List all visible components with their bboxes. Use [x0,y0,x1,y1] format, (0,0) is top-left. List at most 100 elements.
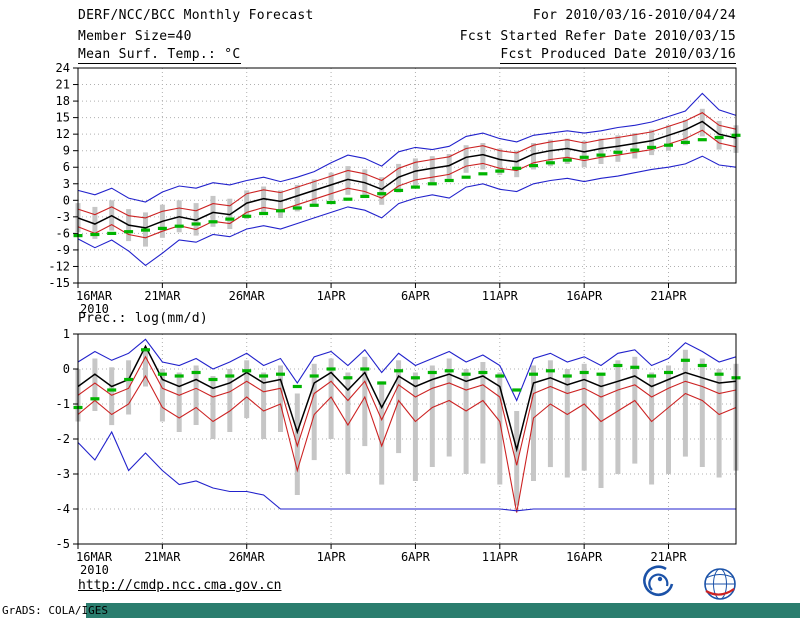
x-tick-label: 21APR [650,550,687,564]
ensemble-spread-bar [666,365,671,474]
precip-chart-title: Prec.: log(mm/d) [78,311,209,326]
bcc-logo-dot [657,576,663,582]
ensemble-spread-bar [463,145,469,173]
forecast-period: For 2010/03/16-2010/04/24 [532,8,736,23]
ensemble-spread-bar [244,190,250,220]
ensemble-spread-bar [294,184,300,212]
ensemble-spread-bar [311,363,317,461]
ensemble-spread-bar [328,172,334,201]
x-tick-label: 6APR [401,550,431,564]
ensemble-spread-bar [261,372,267,439]
ensemble-spread-bar [716,120,722,150]
x-tick-label: 21APR [650,289,687,303]
y-tick-label: -12 [48,260,70,274]
ensemble-spread-bar [497,148,503,175]
ensemble-spread-bar [615,135,621,162]
y-tick-label: -6 [56,226,70,240]
x-tick-label: 21MAR [144,289,181,303]
series-lower-quartile [77,129,737,239]
ensemble-spread-bar [581,140,587,168]
ensemble-spread-bar [159,369,165,422]
ensemble-spread-bar [531,143,536,170]
member-size-label: Member Size=40 [78,29,192,44]
ensemble-spread-bar [632,133,638,159]
ensemble-spread-bar [480,362,486,464]
ensemble-spread-bar [362,356,368,447]
grads-window-bar [86,603,800,618]
y-tick-label: 0 [63,362,70,376]
x-tick-label: 16APR [566,289,603,303]
ensemble-spread-bar [564,138,570,164]
ensemble-spread-bar [210,376,216,439]
y-tick-label: 1 [63,327,70,341]
ensemble-spread-bar [514,411,520,506]
ensemble-spread-bar [446,154,452,182]
ensemble-spread-bar [497,372,503,485]
x-tick-label: 11APR [482,550,519,564]
grads-credit: GrADS: COLA/IGES [2,604,108,617]
series-ensemble-min [77,430,736,512]
ensemble-spread-bar [311,179,317,206]
ensemble-spread-bar [598,138,604,164]
ensemble-spread-bar [278,365,283,432]
y-tick-label: -3 [56,210,70,224]
y-tick-label: -1 [56,397,70,411]
report-title: DERF/NCC/BCC Monthly Forecast [78,8,314,23]
y-tick-label: 0 [63,193,70,207]
ncc-logo [704,568,736,600]
y-tick-label: -3 [56,467,70,481]
ensemble-spread-bar [463,369,469,474]
ensemble-spread-bar [345,372,351,474]
ensemble-spread-bar [446,358,452,457]
ensemble-spread-bar [92,206,98,239]
ensemble-spread-bar [176,372,182,432]
series-lower-quartile [77,374,737,513]
y-tick-label: 18 [56,94,70,108]
y-tick-label: 15 [56,111,70,125]
x-tick-label: 26MAR [229,550,266,564]
y-tick-label: 9 [63,144,70,158]
ensemble-spread-bar [649,372,655,485]
series-upper-quartile [77,355,737,466]
ensemble-spread-bar [547,139,553,167]
plot-border [77,67,737,284]
ncc-red-swoosh [705,588,735,596]
series-ensemble-mean [77,344,737,453]
x-axis-year-label: 2010 [80,563,109,577]
ensemble-spread-bar [514,150,520,178]
ensemble-spread-bar [480,143,486,170]
x-tick-label: 26MAR [229,289,266,303]
ensemble-spread-bar [261,186,267,215]
ensemble-spread-bar [396,163,402,193]
series-ensemble-max [77,338,737,402]
y-tick-label: -4 [56,502,70,516]
ensemble-spread-bar [699,108,705,137]
series-ensemble-min [77,155,737,267]
x-tick-label: 11APR [482,289,519,303]
series-ensemble-max [77,92,737,203]
ensemble-spread-bar [227,369,233,432]
x-tick-label: 16APR [566,550,603,564]
series-ensemble-mean [77,120,737,229]
ensemble-spread-bar [564,369,570,478]
ensemble-spread-bar [632,356,638,464]
ensemble-spread-bar [682,119,688,146]
temperature-chart: -15 -12 -9 -6 -3 0 3 6 9 12 15 18 21 24 16MAR 21MAR 26MA… [48,61,741,316]
temp-chart-title: Mean Surf. Temp.: °C [78,47,241,64]
ensemble-spread-bar [412,158,418,186]
ensemble-spread-bar [345,166,351,195]
refer-date-label: Fcst Started Refer Date 2010/03/15 [459,29,736,44]
x-tick-label: 6APR [401,289,431,303]
source-url: http://cmdp.ncc.cma.gov.cn [78,578,282,593]
y-tick-label: 21 [56,78,70,92]
produced-date-label: Fcst Produced Date 2010/03/16 [500,47,736,64]
ensemble-spread-bar [699,358,705,467]
ensemble-spread-bar [429,365,435,467]
ensemble-spread-bar [278,190,283,218]
ensemble-spread-bar [109,367,115,426]
ensemble-spread-bar [547,360,553,468]
y-tick-label: -2 [56,432,70,446]
ncc-globe-parallel [705,574,735,579]
precipitation-chart: -5 -4 -3 -2 -1 0 1 16MAR 21MAR 26MAR 1APR 6APR 11APR… [56,327,741,577]
